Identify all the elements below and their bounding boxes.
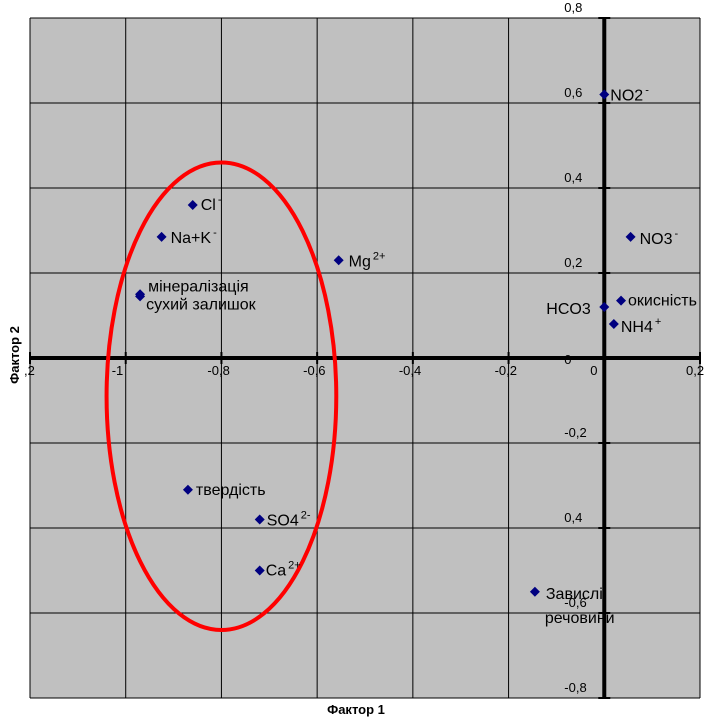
axes-layer [29,17,701,699]
data-point-marker [616,295,627,306]
data-point-label: HCO3 [546,301,591,318]
x-tick-label: 0,2 [686,363,704,378]
x-tick-label: -0,6 [303,363,325,378]
y-tick-label: -0,6 [564,595,586,610]
data-point-label: речовини [545,610,615,627]
data-point-marker [135,291,146,302]
x-tick-label: -1 [112,363,124,378]
data-point-label-sup: - [675,228,679,240]
x-tick-label: -0,4 [399,363,421,378]
y-axis-title: Фактор 2 [7,326,22,384]
data-point-marker [187,200,198,210]
highlight-ellipse [104,160,339,632]
y-tick-label: 0,6 [564,85,582,100]
y-tick-label: -0,8 [564,680,586,695]
data-point-label: окисність [628,293,697,310]
data-point-label-sup: 2+ [373,250,386,262]
x-tick-label: -0,2 [495,363,517,378]
y-tick-label: 0,8 [564,0,582,15]
data-point-label: Завислі [546,586,603,603]
x-tick-label: ,2 [24,363,35,378]
data-point-label-sup: + [655,316,661,328]
x-axis-title: Фактор 1 [327,702,385,717]
data-point-label-sup: - [213,227,217,239]
data-point-label-sup: 2- [301,510,311,522]
data-point-marker [182,484,193,495]
data-point-label-sup: - [645,85,649,97]
data-point-marker [254,565,265,576]
x-tick-label: 0 [590,363,597,378]
data-point-marker [333,255,344,266]
data-point-marker [156,231,167,242]
data-point-label: NO3- [640,228,679,248]
data-point-marker [599,302,610,312]
data-point-marker [608,319,619,329]
y-tick-label: 0,4 [564,510,582,525]
grid-layer [29,17,701,699]
y-tick-label: 0,2 [564,255,582,270]
y-tick-label: -0,2 [564,425,586,440]
data-point-label: мінералізація [148,278,249,295]
data-point-label: сухий залишок [146,296,257,313]
data-point-marker [529,586,540,597]
data-point-marker [599,89,610,100]
highlight-ellipse-layer [104,160,339,632]
data-point-label: NH4 + [621,316,661,336]
data-point-label: Na+K - [171,227,217,247]
x-tick-label: -0,8 [207,363,229,378]
data-point-label: твердість [196,482,266,499]
data-point-label-sup: - [218,194,222,206]
y-tick-label: 0,4 [564,170,582,185]
tick-labels-layer: ,2 -1 -0,8 -0,6 -0,4 -0,2 0 0,20,80,60,40,20-0,… [24,0,704,695]
data-point-marker [625,231,636,242]
data-point-marker [254,514,265,525]
y-tick-label: 0 [564,352,571,367]
data-point-label-sup: 2+ [288,560,301,572]
data-point-label: NO2- [610,85,649,105]
